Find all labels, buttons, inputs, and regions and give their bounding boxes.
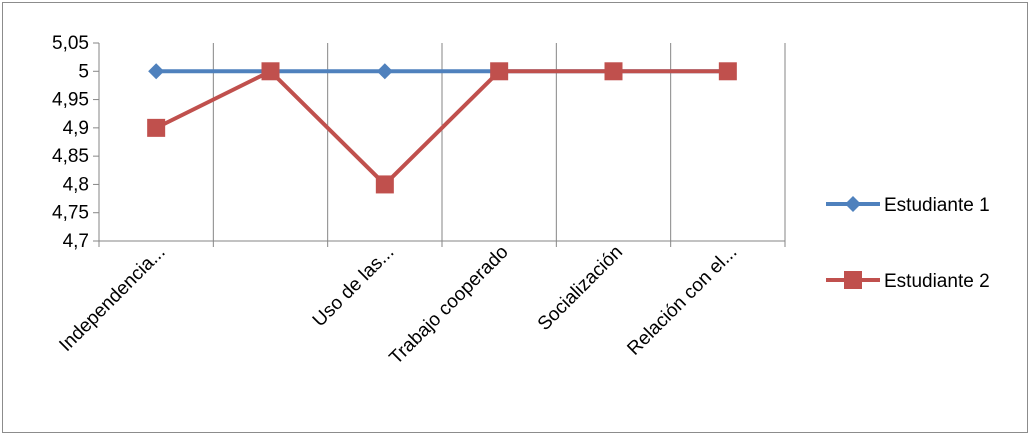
data-point-square [261,62,280,81]
y-tick-label: 4,85 [52,146,89,167]
data-point-square [718,62,737,81]
y-tick-label: 5 [78,61,89,82]
grid-lines [212,43,786,241]
data-point-diamond [148,63,165,80]
series-layer [147,62,737,194]
legend: Estudiante 1 Estudiante 2 [826,195,990,292]
y-tick-label: 4,9 [63,118,89,139]
y-axis-ticks: 4,7 4,75 4,8 4,85 4,9 4,95 5 5,05 [52,33,99,252]
data-point-square [147,118,166,137]
y-tick-label: 4,7 [63,231,89,252]
series-line [155,69,728,187]
y-tick-label: 4,75 [52,203,89,224]
axes [93,43,785,247]
x-axis-labels: Independencia... Uso de las...Trabajo coo… [55,241,786,369]
y-tick-label: 4,95 [52,90,89,111]
x-category-label: Socialización [534,242,627,335]
data-point-square [844,271,862,289]
data-point-square [490,62,509,81]
y-tick-label: 4,8 [63,174,89,195]
y-tick-label: 5,05 [52,33,89,54]
x-category-label: Relación con el... [623,242,741,360]
legend-label: Estudiante 2 [884,271,990,292]
x-category-label: Uso de las... [309,242,399,332]
x-category-label: Independencia... [55,242,169,356]
data-point-diamond [845,196,861,212]
data-point-diamond [376,63,393,80]
x-category-label: Trabajo cooperado [386,242,513,369]
data-point-square [604,62,623,81]
legend-label: Estudiante 1 [884,195,990,216]
data-point-square [375,175,394,194]
